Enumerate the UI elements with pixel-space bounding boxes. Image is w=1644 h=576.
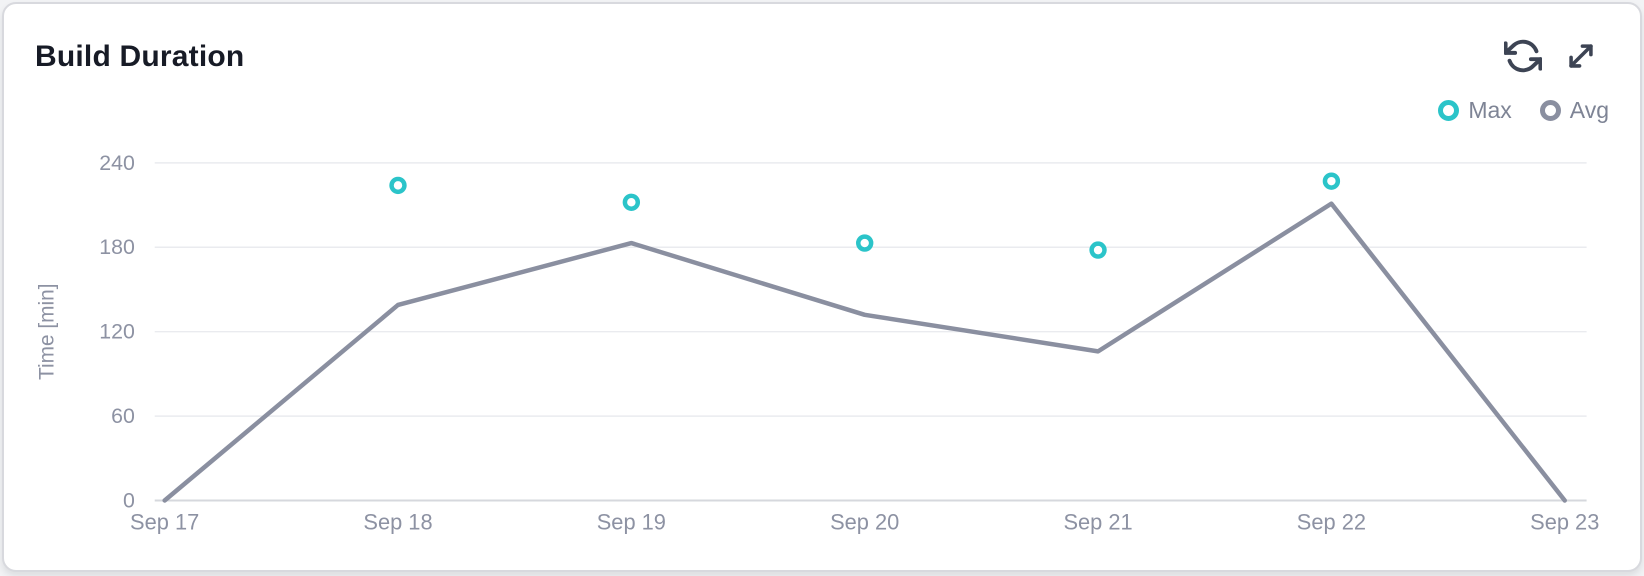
max-legend-marker-icon <box>1438 100 1460 121</box>
max-point <box>1322 172 1341 190</box>
avg-legend-marker-icon <box>1539 100 1561 121</box>
y-tick-label: 120 <box>99 320 135 344</box>
legend-item-avg[interactable]: Avg <box>1539 97 1609 124</box>
y-axis-label: Time [min] <box>35 283 58 380</box>
max-point <box>1089 241 1107 259</box>
legend-label-avg: Avg <box>1569 97 1609 123</box>
refresh-button[interactable] <box>1503 36 1543 76</box>
refresh-icon <box>1504 37 1542 75</box>
avg-line <box>162 201 1567 503</box>
page-title: Build Duration <box>35 40 245 73</box>
x-tick-label: Sep 18 <box>363 509 432 534</box>
max-point <box>856 234 874 252</box>
x-tick-label: Sep 17 <box>130 509 199 534</box>
chart-legend: Max Avg <box>1438 97 1609 124</box>
expand-icon <box>1564 39 1598 73</box>
y-tick-label: 0 <box>123 488 135 512</box>
expand-button[interactable] <box>1561 36 1601 76</box>
legend-label-max: Max <box>1468 97 1512 123</box>
legend-item-max[interactable]: Max <box>1438 97 1512 124</box>
x-tick-label: Sep 20 <box>830 509 899 534</box>
x-tick-label: Sep 19 <box>597 509 666 534</box>
card-actions <box>1503 36 1601 76</box>
x-tick-label: Sep 23 <box>1530 509 1599 534</box>
x-tick-label: Sep 21 <box>1063 509 1132 534</box>
y-tick-label: 180 <box>99 235 135 259</box>
max-point <box>389 176 407 195</box>
y-tick-label: 60 <box>111 404 135 428</box>
y-tick-label: 240 <box>99 151 135 175</box>
build-duration-chart: 0 60 120 180 240 Time [min] Sep 17 Sep 18 Sep 19… <box>35 151 1599 534</box>
x-tick-label: Sep 22 <box>1297 509 1366 534</box>
max-point <box>622 193 641 211</box>
